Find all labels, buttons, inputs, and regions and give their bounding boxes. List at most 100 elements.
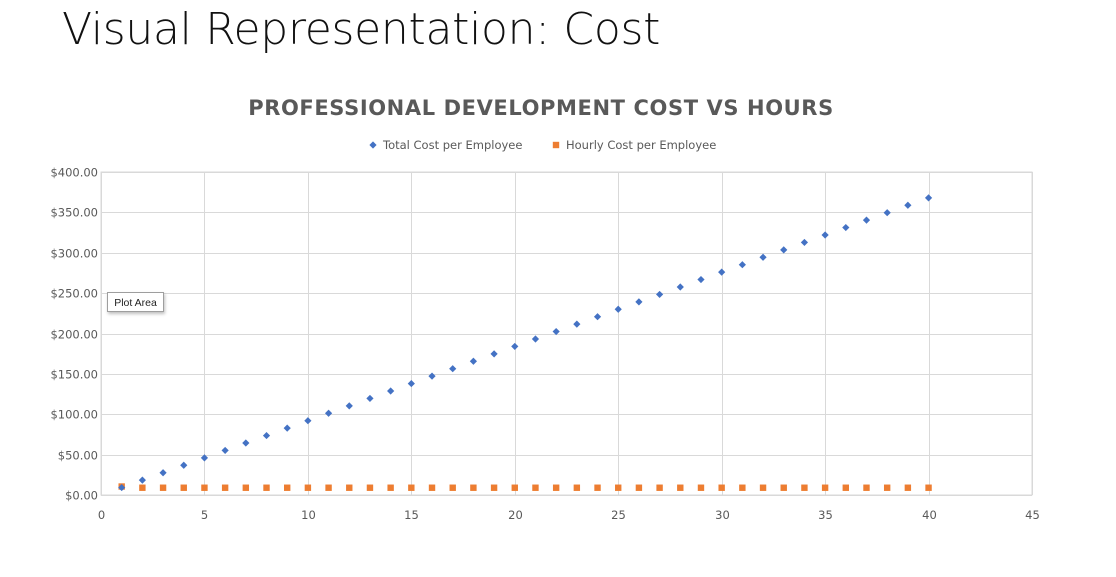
data-point[interactable] bbox=[201, 484, 208, 491]
data-point[interactable] bbox=[924, 194, 933, 202]
data-point[interactable] bbox=[821, 484, 829, 491]
data-point[interactable] bbox=[283, 424, 291, 432]
data-point[interactable] bbox=[284, 484, 291, 491]
data-point[interactable] bbox=[366, 394, 374, 403]
data-point[interactable] bbox=[759, 253, 767, 261]
data-point[interactable] bbox=[739, 484, 746, 491]
data-point[interactable] bbox=[904, 484, 912, 491]
data-point[interactable] bbox=[469, 357, 477, 365]
data-point[interactable] bbox=[842, 223, 850, 232]
data-point[interactable] bbox=[759, 484, 767, 491]
data-point[interactable] bbox=[407, 379, 415, 388]
x-tick-label: 10 bbox=[301, 508, 316, 522]
data-point[interactable] bbox=[615, 484, 622, 491]
data-point[interactable] bbox=[345, 402, 353, 410]
data-point[interactable] bbox=[180, 461, 188, 469]
data-point[interactable] bbox=[532, 484, 539, 491]
data-point[interactable] bbox=[118, 483, 126, 492]
data-point[interactable] bbox=[594, 484, 601, 491]
data-point[interactable] bbox=[676, 283, 684, 291]
data-point[interactable] bbox=[346, 484, 353, 491]
y-tick-label: $250.00 bbox=[50, 287, 98, 301]
data-point[interactable] bbox=[635, 484, 643, 491]
x-tick-label: 15 bbox=[404, 508, 419, 522]
data-point[interactable] bbox=[200, 454, 209, 462]
data-point[interactable] bbox=[573, 484, 581, 491]
data-point[interactable] bbox=[552, 327, 560, 336]
data-point[interactable] bbox=[180, 484, 187, 491]
data-point[interactable] bbox=[801, 484, 808, 491]
data-point[interactable] bbox=[863, 484, 870, 491]
data-point[interactable] bbox=[242, 439, 250, 447]
data-point[interactable] bbox=[862, 216, 871, 224]
y-tick-label: $200.00 bbox=[50, 328, 98, 342]
data-point[interactable] bbox=[490, 350, 498, 358]
data-point[interactable] bbox=[697, 484, 705, 491]
x-tick-label: 5 bbox=[201, 508, 208, 522]
data-point[interactable] bbox=[552, 484, 560, 491]
data-point[interactable] bbox=[842, 484, 849, 491]
data-point[interactable] bbox=[221, 484, 229, 491]
y-tick-label: $50.00 bbox=[58, 449, 98, 463]
data-point[interactable] bbox=[325, 484, 332, 491]
data-point[interactable] bbox=[883, 209, 891, 217]
data-point[interactable] bbox=[573, 320, 581, 328]
data-point[interactable] bbox=[656, 484, 663, 491]
data-point[interactable] bbox=[387, 484, 394, 491]
legend-marker[interactable] bbox=[369, 141, 377, 149]
y-tick-label: $350.00 bbox=[50, 206, 98, 220]
data-point[interactable] bbox=[159, 484, 167, 491]
data-point[interactable] bbox=[470, 484, 477, 491]
data-point[interactable] bbox=[718, 484, 725, 491]
data-point[interactable] bbox=[780, 246, 788, 254]
data-point[interactable] bbox=[677, 484, 684, 491]
x-tick-label: 0 bbox=[98, 508, 105, 522]
data-point[interactable] bbox=[449, 365, 457, 373]
data-point[interactable] bbox=[159, 469, 167, 477]
legend-item[interactable]: Total Cost per Employee bbox=[369, 138, 522, 152]
legend-marker[interactable] bbox=[552, 141, 560, 149]
data-point[interactable] bbox=[304, 484, 312, 491]
data-point[interactable] bbox=[531, 335, 540, 343]
data-point[interactable] bbox=[593, 313, 602, 321]
data-point[interactable] bbox=[262, 431, 271, 440]
data-point[interactable] bbox=[656, 290, 664, 299]
data-point[interactable] bbox=[449, 484, 456, 491]
data-point[interactable] bbox=[408, 484, 415, 491]
x-tick-label: 45 bbox=[1025, 508, 1040, 522]
data-point[interactable] bbox=[614, 305, 622, 313]
data-point[interactable] bbox=[366, 484, 374, 491]
legend[interactable]: Total Cost per Employee Hourly Cost per E… bbox=[369, 138, 716, 152]
data-point[interactable] bbox=[718, 268, 726, 276]
data-point[interactable] bbox=[511, 484, 518, 491]
data-point[interactable] bbox=[780, 484, 787, 491]
data-point[interactable] bbox=[304, 417, 312, 425]
slide-title: Visual Representation: Cost bbox=[62, 4, 661, 55]
legend-item[interactable]: Hourly Cost per Employee bbox=[552, 138, 716, 152]
data-point[interactable] bbox=[800, 238, 809, 247]
data-point[interactable] bbox=[242, 484, 250, 491]
data-point[interactable] bbox=[324, 409, 333, 417]
data-point[interactable] bbox=[635, 298, 643, 306]
data-point[interactable] bbox=[138, 476, 146, 484]
data-point[interactable] bbox=[387, 387, 395, 395]
data-point[interactable] bbox=[697, 275, 705, 284]
series-hourly-cost bbox=[118, 483, 932, 491]
data-point[interactable] bbox=[428, 372, 436, 380]
data-point[interactable] bbox=[490, 484, 498, 491]
data-point[interactable] bbox=[883, 484, 891, 491]
legend-label: Hourly Cost per Employee bbox=[566, 138, 716, 152]
series-total-cost bbox=[118, 194, 933, 492]
data-point[interactable] bbox=[428, 484, 436, 491]
data-point[interactable] bbox=[821, 231, 829, 239]
plot-area[interactable]: $0.00 $50.00 $100.00 $150.00 $200.00 $250.00 $… bbox=[50, 166, 1039, 523]
data-point[interactable] bbox=[139, 484, 146, 491]
x-tick-label: 25 bbox=[611, 508, 626, 522]
data-point[interactable] bbox=[511, 342, 519, 351]
data-point[interactable] bbox=[904, 201, 912, 209]
data-point[interactable] bbox=[263, 484, 270, 491]
data-point[interactable] bbox=[925, 484, 932, 491]
data-point[interactable] bbox=[738, 261, 746, 269]
data-point[interactable] bbox=[221, 446, 229, 455]
